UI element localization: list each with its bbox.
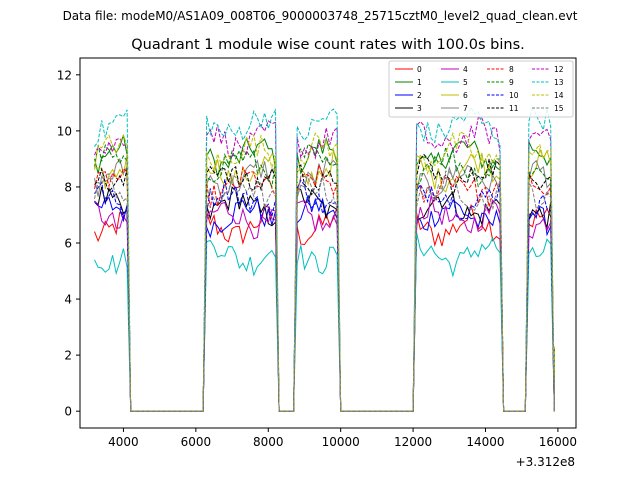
- x-tick-label: 4000: [108, 435, 139, 449]
- x-tick-label: 16000: [539, 435, 577, 449]
- axes-background: [80, 58, 576, 428]
- x-tick-label: 12000: [394, 435, 432, 449]
- legend-label-14: 14: [554, 91, 564, 100]
- legend-label-2: 2: [417, 91, 422, 100]
- legend-label-0: 0: [417, 65, 422, 74]
- legend-box: [388, 60, 574, 118]
- legend-label-9: 9: [509, 78, 514, 87]
- legend-label-15: 15: [554, 104, 564, 113]
- y-tick-label: 2: [64, 349, 72, 363]
- legend-label-7: 7: [463, 104, 468, 113]
- x-tick-label: 10000: [322, 435, 360, 449]
- legend-label-3: 3: [417, 104, 422, 113]
- legend-label-8: 8: [509, 65, 514, 74]
- legend-label-1: 1: [417, 78, 422, 87]
- y-tick-label: 6: [64, 237, 72, 251]
- y-tick-label: 4: [64, 293, 72, 307]
- series-line-15: [94, 170, 555, 412]
- legend-label-10: 10: [509, 91, 519, 100]
- chart-title: Quadrant 1 module wise count rates with …: [131, 37, 525, 53]
- y-tick-label: 0: [64, 405, 72, 419]
- x-tick-label: 8000: [253, 435, 284, 449]
- suptitle: Data file: modeM0/AS1A09_008T06_90000037…: [63, 9, 578, 23]
- legend-label-11: 11: [509, 104, 519, 113]
- legend-label-13: 13: [554, 78, 564, 87]
- legend-label-5: 5: [463, 78, 468, 87]
- legend-label-12: 12: [554, 65, 564, 74]
- x-offset-label: +3.312e8: [516, 455, 575, 469]
- x-tick-label: 6000: [181, 435, 212, 449]
- y-tick-label: 12: [57, 68, 72, 82]
- series-layer: [94, 104, 555, 412]
- y-tick-label: 8: [64, 180, 72, 194]
- x-tick-label: 14000: [466, 435, 504, 449]
- legend-label-6: 6: [463, 91, 468, 100]
- ticks-layer: 4000 6000 8000 10000 12000 14000 1600002468101…: [57, 68, 577, 449]
- series-line-11: [94, 153, 555, 412]
- plot-area: 4000 6000 8000 10000 12000 14000 1600002468101…: [57, 57, 577, 469]
- legend-label-4: 4: [463, 65, 468, 74]
- y-tick-label: 10: [57, 124, 72, 138]
